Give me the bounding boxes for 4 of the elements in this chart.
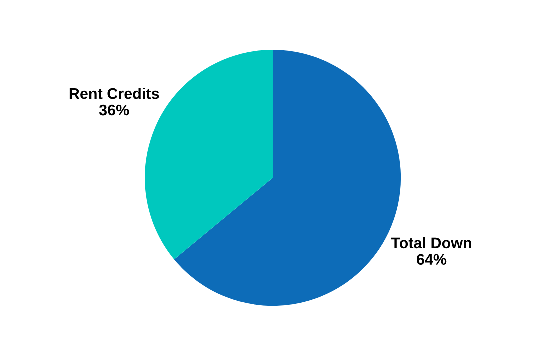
slice-label: Total Down [391,237,472,249]
slice-label: Rent Credits [70,88,160,100]
data-label: 36% [99,104,130,116]
data-label: 64% [417,254,447,266]
